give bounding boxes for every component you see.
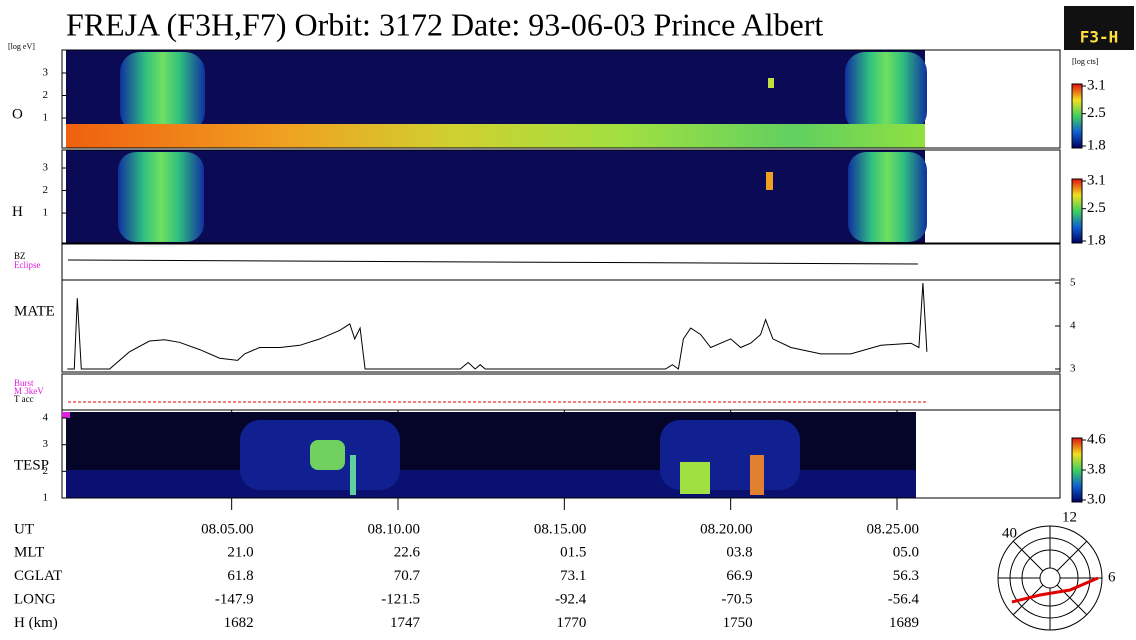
o-spot [768, 78, 774, 88]
cell: -147.9 [215, 591, 254, 607]
h-spot [766, 172, 773, 190]
polar-label: 12 [1062, 509, 1077, 525]
cell: 22.6 [394, 544, 421, 560]
cell: -92.4 [555, 591, 587, 607]
y-tick-label: 3 [43, 162, 49, 174]
cell: -56.4 [888, 591, 920, 607]
colorbar-label: 4.6 [1087, 431, 1106, 447]
colorbar-label: 1.8 [1087, 137, 1106, 153]
x-tick-label: 08.05.00 [201, 521, 254, 537]
panel-label: MATE [14, 303, 55, 319]
colorbar-label: 3.1 [1087, 172, 1106, 188]
y-tick-label: 1 [43, 112, 49, 124]
y-tick-label: 3 [1070, 363, 1076, 375]
cell: 1747 [390, 615, 421, 631]
cell: 1750 [723, 615, 753, 631]
y-tick-label: 4 [43, 412, 49, 424]
colorbar [1071, 178, 1083, 244]
bz-label: Eclipse [14, 260, 41, 270]
x-tick-label: 08.15.00 [534, 521, 587, 537]
cell: 70.7 [394, 568, 421, 584]
row-label: LONG [14, 591, 56, 607]
colorbar-label: 2.5 [1087, 200, 1106, 216]
tesp-burst [680, 462, 710, 494]
tesp-burst [310, 440, 345, 470]
cell: 01.5 [560, 544, 586, 560]
cell: 05.0 [893, 544, 919, 560]
colorbar-label: 2.5 [1087, 105, 1106, 121]
title: FREJA (F3H,F7) Orbit: 3172 Date: 93-06-0… [66, 6, 823, 42]
tesp-burst [350, 455, 356, 495]
row-label: H (km) [14, 615, 58, 631]
cell: 61.8 [227, 568, 253, 584]
y-tick-label: 2 [43, 184, 49, 196]
burst-label: Burst [14, 378, 34, 388]
x-tick-label: 08.25.00 [866, 521, 919, 537]
x-tick-label: 08.20.00 [700, 521, 753, 537]
logo-box [1064, 6, 1134, 50]
y-tick-label: 3 [43, 438, 49, 450]
polar-label: 6 [1108, 569, 1116, 585]
cell: 1682 [224, 615, 254, 631]
bz-line [67, 259, 919, 265]
h-background [66, 150, 925, 243]
cell: 03.8 [726, 544, 752, 560]
h-band [118, 152, 204, 242]
cell: 1770 [556, 615, 586, 631]
y-tick-label: 5 [1070, 277, 1076, 289]
cell: 56.3 [893, 568, 919, 584]
cell: 66.9 [726, 568, 752, 584]
o-strip [66, 124, 925, 148]
tesp-burst [750, 455, 764, 495]
y-tick-label: 2 [43, 465, 49, 477]
o-band [845, 52, 927, 132]
y-tick-label: 2 [43, 89, 49, 101]
cell: -70.5 [721, 591, 752, 607]
h-band [848, 152, 927, 242]
cell: 1689 [889, 615, 919, 631]
colorbar-label: 3.8 [1087, 461, 1106, 477]
row-label: CGLAT [14, 568, 62, 584]
burst-label: M 3keV [14, 386, 44, 396]
energy-unit: [log eV] [8, 42, 35, 51]
y-tick-label: 3 [43, 67, 49, 79]
x-tick-label: 08.10.00 [367, 521, 420, 537]
colorbar-label: 3.0 [1087, 491, 1106, 507]
cell: 73.1 [560, 568, 586, 584]
o-band [120, 52, 205, 132]
panel-label: O [12, 106, 23, 122]
polar-label: 40 [1002, 525, 1017, 541]
tesp-marker [62, 412, 70, 418]
colorbar-label: 3.1 [1087, 77, 1106, 93]
panel-label: H [12, 204, 23, 220]
polar-grid [997, 525, 1103, 631]
polar-track [1011, 576, 1099, 604]
colorbar [1071, 437, 1083, 503]
cell: 21.0 [227, 544, 253, 560]
mate-line [67, 282, 928, 370]
logo: F3-H [1080, 28, 1119, 47]
colorbar [1071, 83, 1083, 149]
y-tick-label: 4 [1070, 320, 1076, 332]
y-tick-label: 1 [43, 207, 49, 219]
y-tick-label: 1 [43, 492, 49, 504]
row-label: UT [14, 521, 34, 537]
cell: -121.5 [381, 591, 420, 607]
burst-label: T acc [14, 394, 34, 404]
bz-label: BZ [14, 251, 26, 261]
count-unit: [log cts] [1072, 57, 1099, 66]
panel-label: TESP [14, 457, 49, 473]
colorbar-label: 1.8 [1087, 232, 1106, 248]
row-label: MLT [14, 544, 44, 560]
